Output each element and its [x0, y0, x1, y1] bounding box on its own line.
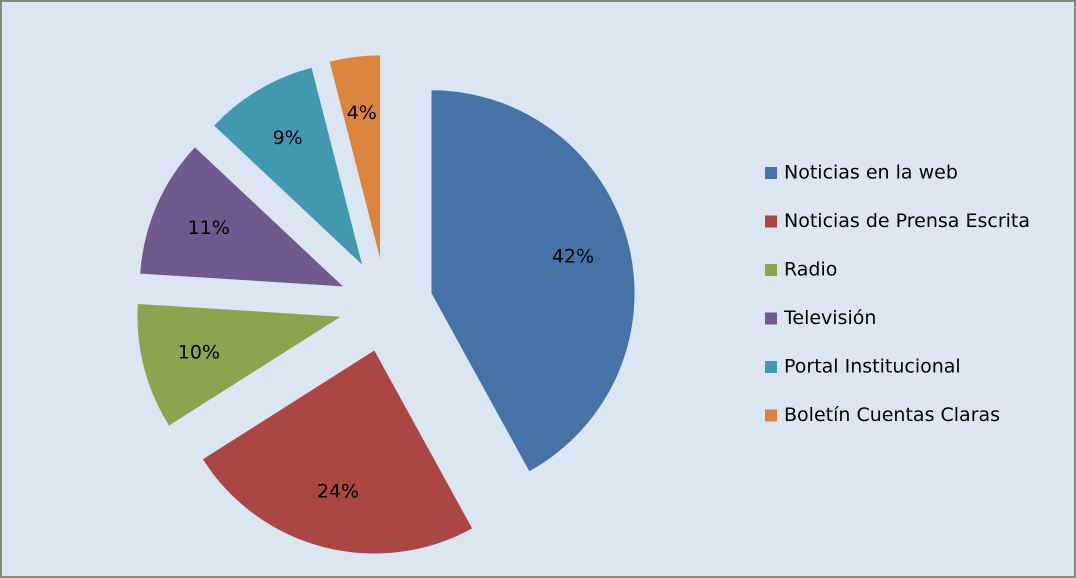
- legend-swatch: [765, 215, 777, 228]
- legend-label: Televisión: [783, 307, 876, 329]
- pie-slice: [137, 303, 341, 426]
- legend-label: Boletín Cuentas Claras: [784, 404, 1000, 426]
- data-label: 10%: [178, 342, 220, 364]
- pie-slice: [202, 350, 473, 554]
- data-label: 42%: [552, 245, 594, 267]
- pie-slice: [140, 147, 343, 287]
- pie-slice: [329, 55, 381, 259]
- legend-swatch: [765, 361, 777, 373]
- legend-swatch: [765, 409, 777, 422]
- legend-swatch: [765, 312, 777, 325]
- legend-label: Portal Institucional: [784, 356, 961, 378]
- legend-swatch: [765, 264, 777, 276]
- legend-label: Radio: [784, 259, 837, 281]
- data-label: 24%: [317, 481, 359, 503]
- pie-slice: [431, 90, 635, 472]
- pie-slice: [214, 67, 363, 265]
- legend-label: Noticias de Prensa Escrita: [784, 210, 1030, 232]
- data-label: 9%: [273, 127, 303, 149]
- legend-label: Noticias en la web: [784, 162, 958, 184]
- data-label: 11%: [188, 217, 230, 239]
- legend-swatch: [765, 167, 777, 179]
- data-label: 4%: [347, 102, 377, 124]
